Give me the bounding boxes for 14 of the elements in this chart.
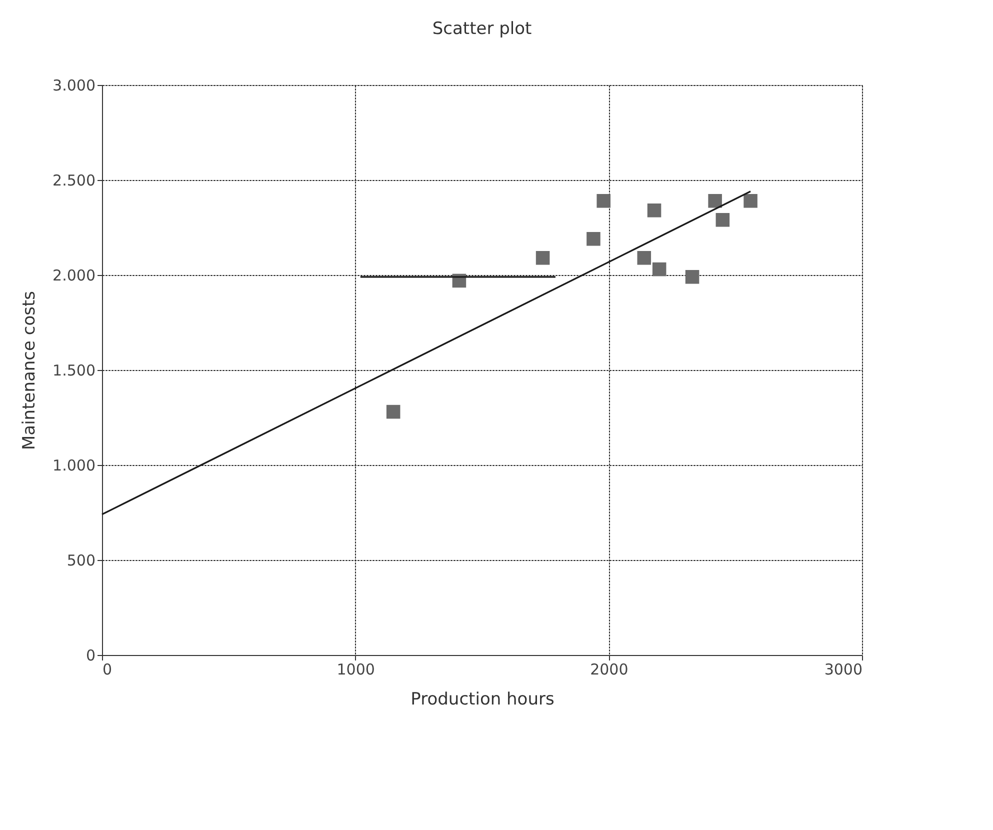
y-tick-label: 1.500 xyxy=(52,362,96,380)
chart-title: Scatter plot xyxy=(432,19,532,39)
y-tick-label: 1.000 xyxy=(52,456,96,474)
x-tick-label: 3000 xyxy=(824,660,862,678)
x-axis-title: Production hours xyxy=(410,690,554,710)
y-tick-label: 0 xyxy=(86,646,96,664)
x-tick-label: 2000 xyxy=(590,660,628,678)
y-tick-label: 2.000 xyxy=(52,266,96,284)
y-tick-label: 2.500 xyxy=(52,172,96,190)
y-tick-label: 500 xyxy=(66,552,96,570)
x-tick-label: 0 xyxy=(102,660,112,678)
y-tick-label: 3.000 xyxy=(52,76,96,94)
x-tick-label: 1000 xyxy=(336,660,375,678)
y-axis-title: Maintenance costs xyxy=(20,290,40,450)
